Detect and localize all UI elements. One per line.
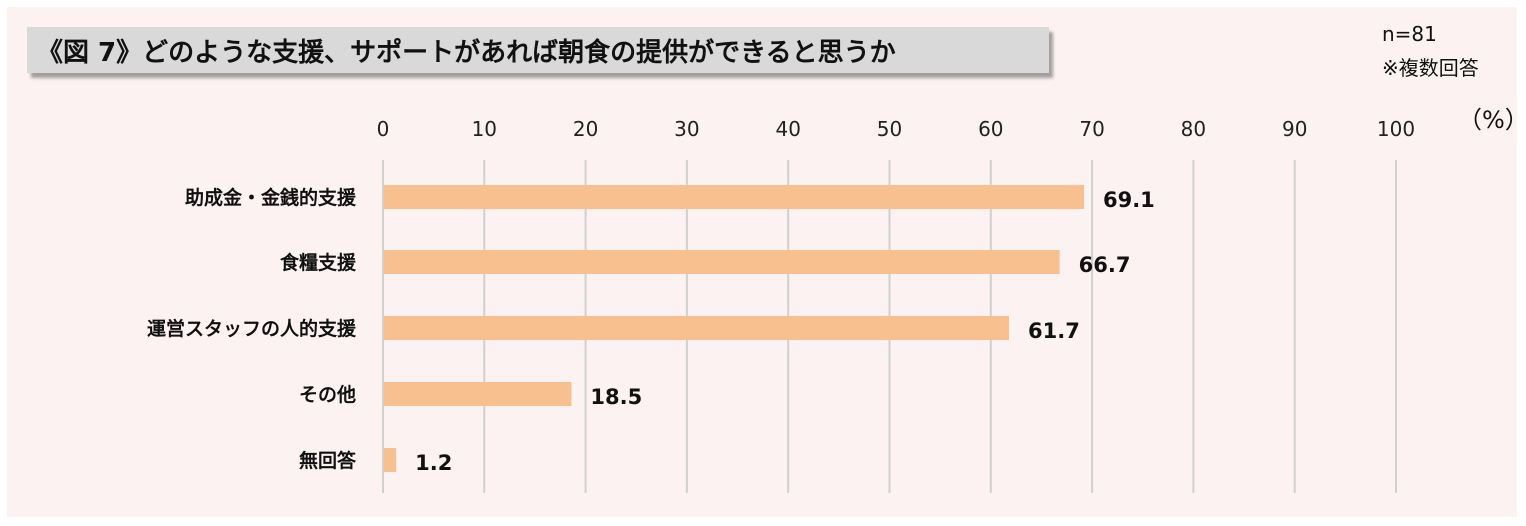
data-label: 69.1: [1103, 188, 1155, 212]
data-label: 18.5: [590, 385, 642, 409]
data-label: 1.2: [415, 451, 452, 475]
data-label: 66.7: [1079, 253, 1131, 277]
multiple-answer-note: ※複数回答: [1382, 56, 1479, 80]
bar: [384, 316, 1010, 340]
x-tick-label: 40: [775, 117, 800, 141]
x-tick-label: 80: [1181, 117, 1206, 141]
category-label: 無回答: [299, 449, 357, 472]
x-tick-label: 0: [377, 117, 390, 141]
category-label: 助成金・金銭的支援: [185, 186, 357, 209]
x-tick-label: 20: [573, 117, 598, 141]
bar: [384, 185, 1084, 209]
data-label: 61.7: [1028, 319, 1080, 343]
bar: [384, 448, 397, 472]
unit-label: （%）: [1458, 106, 1526, 134]
x-tick-label: 10: [472, 117, 497, 141]
x-tick-label: 30: [674, 117, 699, 141]
category-label: 運営スタッフの人的支援: [147, 317, 357, 340]
x-tick-label: 70: [1079, 117, 1104, 141]
bar: [384, 382, 572, 406]
category-label: 食糧支援: [280, 251, 357, 274]
x-tick-label: 60: [978, 117, 1003, 141]
category-label: その他: [299, 383, 356, 406]
x-tick-label: 50: [877, 117, 902, 141]
x-tick-label: 100: [1377, 117, 1415, 141]
sample-size-note: n=81: [1382, 22, 1437, 46]
x-tick-label: 90: [1282, 117, 1307, 141]
bar: [384, 250, 1060, 274]
chart-title: 《図 7》どのような支援、サポートがあれば朝食の提供ができると思うか: [27, 27, 1049, 73]
